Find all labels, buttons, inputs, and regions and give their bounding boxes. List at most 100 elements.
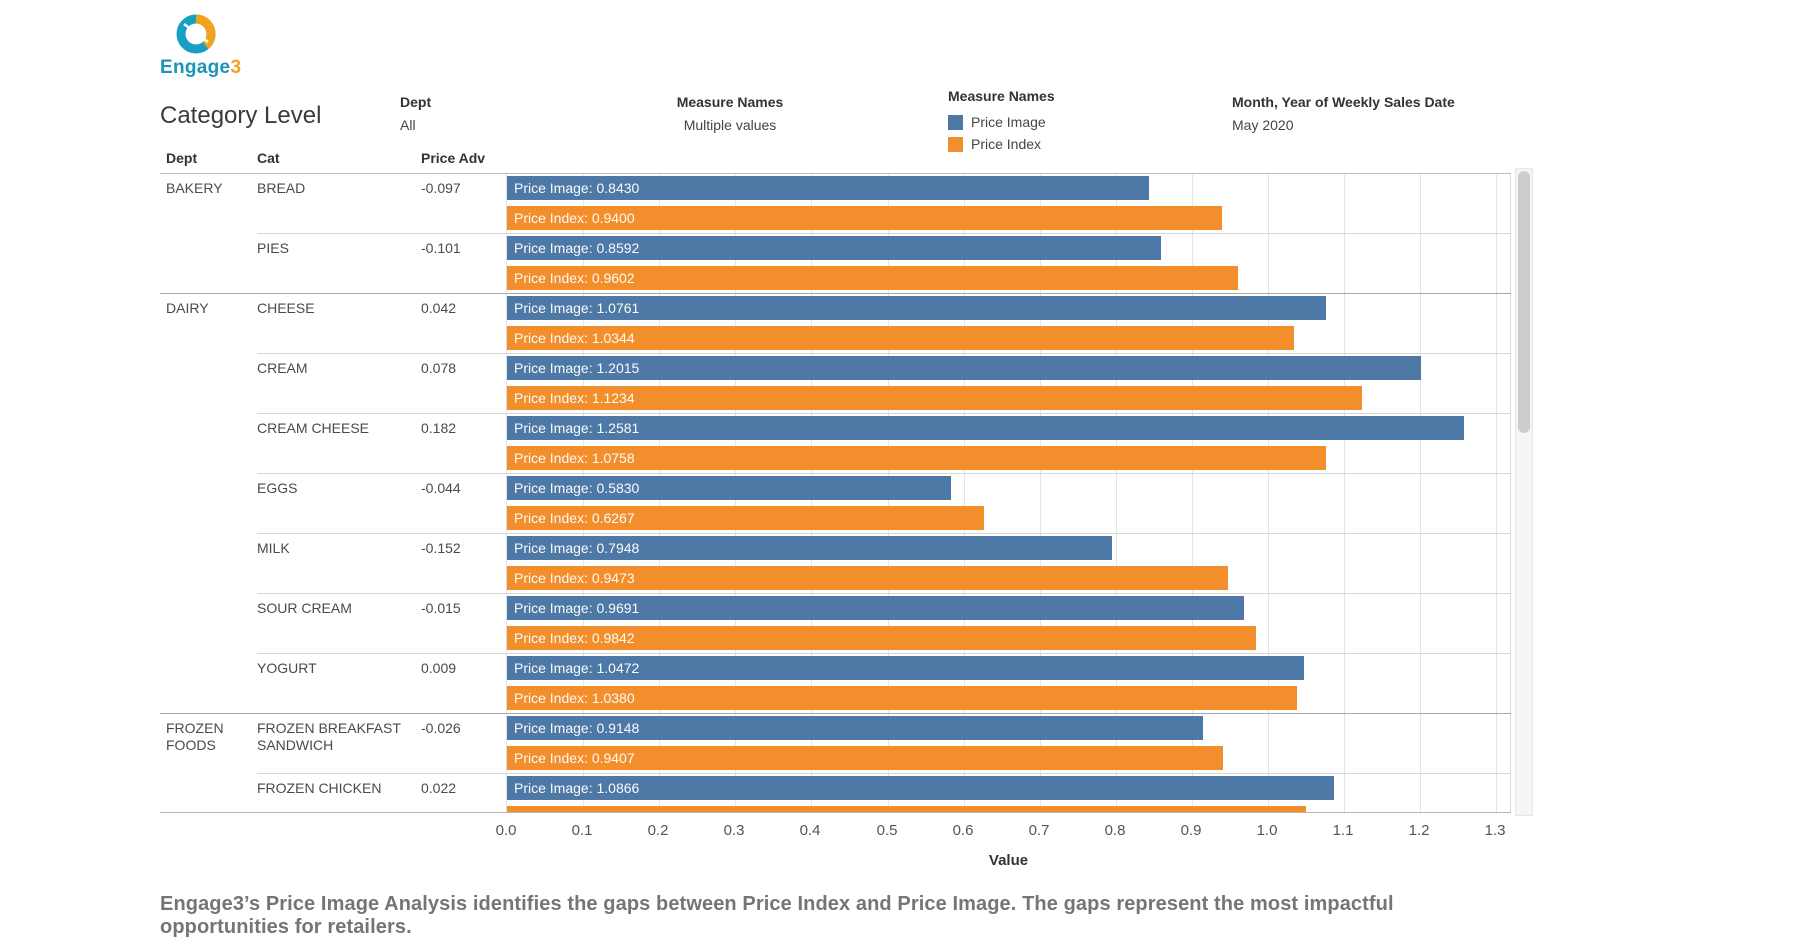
price-image-bar-label: Price Image: 1.0866 xyxy=(514,780,640,796)
dept-label: BAKERY xyxy=(166,180,223,196)
cat-label: CREAM CHEESE xyxy=(257,420,370,436)
bars-cell: Price Image: 0.8430 Price Index: 0.9400 xyxy=(506,173,1511,233)
cat-label: EGGS xyxy=(257,480,298,496)
price-index-bar[interactable]: Price Index: 0.9842 xyxy=(507,626,1256,650)
price-index-bar-label: Price Index: 0.9602 xyxy=(514,270,635,286)
column-header-dept: Dept xyxy=(166,150,198,166)
bars-cell: Price Image: 1.0761 Price Index: 1.0344 xyxy=(506,293,1511,353)
price-index-bar[interactable]: Price Index: 1.0344 xyxy=(507,326,1294,350)
page-title: Category Level xyxy=(160,102,322,129)
price-adv-value: 0.009 xyxy=(421,660,457,676)
chart-rows: BAKERY BREAD -0.097 Price Image: 0.8430 Pric… xyxy=(160,173,1511,812)
dept-label: DAIRY xyxy=(166,300,209,316)
legend-item-price-image[interactable]: Price Image xyxy=(948,111,1055,133)
x-tick-label: 1.0 xyxy=(1256,822,1278,839)
x-axis: 0.0 0.1 0.2 0.3 0.4 0.5 0.6 0.7 0.8 0.9 1.0 1.1 1.2 1… xyxy=(496,822,1511,842)
chart-row: MILK -0.152 Price Image: 0.7948 Price Index… xyxy=(160,533,1511,593)
chart-row: EGGS -0.044 Price Image: 0.5830 Price Index… xyxy=(160,473,1511,533)
price-image-bar-label: Price Image: 0.5830 xyxy=(514,480,640,496)
price-index-bar[interactable]: Price Index: 1.0380 xyxy=(507,686,1297,710)
price-image-bar[interactable]: Price Image: 0.9148 xyxy=(507,716,1203,740)
bars-cell: Price Image: 0.7948 Price Index: 0.9473 xyxy=(506,533,1511,593)
bars-cell: Price Image: 1.0472 Price Index: 1.0380 xyxy=(506,653,1511,713)
filter-dept: Dept All xyxy=(400,94,431,133)
price-index-bar-label: Price Index: 0.9473 xyxy=(514,570,635,586)
x-tick-label: 0.4 xyxy=(799,822,821,839)
chart-row: CREAM CHEESE 0.182 Price Image: 1.2581 Pric… xyxy=(160,413,1511,473)
price-index-bar[interactable]: Price Index: 0.9473 xyxy=(507,566,1228,590)
measure-names-legend: Measure Names Price Image Price Index xyxy=(948,88,1055,155)
x-tick-label: 0.5 xyxy=(876,822,898,839)
filter-measure-names-value[interactable]: Multiple values xyxy=(683,117,777,133)
price-image-bar[interactable]: Price Image: 0.8592 xyxy=(507,236,1161,260)
price-adv-value: -0.097 xyxy=(421,180,461,196)
vertical-scrollbar[interactable] xyxy=(1515,168,1533,816)
chart-row: YOGURT 0.009 Price Image: 1.0472 Price Inde… xyxy=(160,653,1511,713)
x-tick-label: 0.7 xyxy=(1028,822,1050,839)
bars-cell: Price Image: 1.2015 Price Index: 1.1234 xyxy=(506,353,1511,413)
price-index-bar[interactable] xyxy=(507,806,1306,812)
price-index-bar[interactable]: Price Index: 0.9602 xyxy=(507,266,1238,290)
filter-dept-value[interactable]: All xyxy=(400,117,416,133)
scrollbar-thumb[interactable] xyxy=(1518,171,1530,433)
price-index-bar[interactable]: Price Index: 1.1234 xyxy=(507,386,1362,410)
price-index-bar[interactable]: Price Index: 0.9400 xyxy=(507,206,1222,230)
price-image-bar-label: Price Image: 0.8430 xyxy=(514,180,640,196)
legend-item-price-index[interactable]: Price Index xyxy=(948,133,1055,155)
price-image-bar-label: Price Image: 1.0761 xyxy=(514,300,640,316)
price-image-bar[interactable]: Price Image: 0.5830 xyxy=(507,476,951,500)
cat-label: SOUR CREAM xyxy=(257,600,352,616)
price-index-bar-label: Price Index: 1.0758 xyxy=(514,450,635,466)
x-tick-label: 1.3 xyxy=(1484,822,1506,839)
price-index-bar[interactable]: Price Index: 0.6267 xyxy=(507,506,984,530)
x-tick-label: 0.3 xyxy=(723,822,745,839)
legend-label: Price Index xyxy=(971,136,1042,152)
chart-row: FROZEN CHICKEN 0.022 Price Image: 1.0866 xyxy=(160,773,1511,812)
bars-cell: Price Image: 0.5830 Price Index: 0.6267 xyxy=(506,473,1511,533)
price-index-swatch-icon xyxy=(948,136,963,152)
price-image-bar[interactable]: Price Image: 1.0472 xyxy=(507,656,1304,680)
bars-cell: Price Image: 1.2581 Price Index: 1.0758 xyxy=(506,413,1511,473)
price-index-bar-label: Price Index: 0.9842 xyxy=(514,630,635,646)
price-index-bar-label: Price Index: 0.6267 xyxy=(514,510,635,526)
x-tick-label: 1.1 xyxy=(1332,822,1354,839)
price-index-bar-label: Price Index: 1.0380 xyxy=(514,690,635,706)
cat-label: CHEESE xyxy=(257,300,315,316)
dept-label: FROZEN FOODS xyxy=(166,720,224,753)
engage3-logo-icon xyxy=(176,14,216,54)
x-tick-label: 0.2 xyxy=(647,822,669,839)
filter-date-value[interactable]: May 2020 xyxy=(1232,117,1294,133)
price-image-bar[interactable]: Price Image: 1.2015 xyxy=(507,356,1421,380)
price-adv-value: -0.152 xyxy=(421,540,461,556)
cat-label: MILK xyxy=(257,540,290,556)
bars-cell: Price Image: 0.9691 Price Index: 0.9842 xyxy=(506,593,1511,653)
price-image-bar[interactable]: Price Image: 0.9691 xyxy=(507,596,1244,620)
gridline xyxy=(1268,173,1269,812)
column-header-price-adv: Price Adv xyxy=(421,150,486,166)
price-image-swatch-icon xyxy=(948,114,963,130)
price-image-bar-label: Price Image: 0.7948 xyxy=(514,540,640,556)
price-index-bar-label: Price Index: 1.1234 xyxy=(514,390,635,406)
price-index-bar[interactable]: Price Index: 0.9407 xyxy=(507,746,1223,770)
price-image-bar-label: Price Image: 1.0472 xyxy=(514,660,640,676)
x-tick-label: 0.8 xyxy=(1104,822,1126,839)
price-image-bar[interactable]: Price Image: 1.2581 xyxy=(507,416,1464,440)
filter-measure-names-label: Measure Names xyxy=(676,94,784,110)
price-index-bar[interactable]: Price Index: 1.0758 xyxy=(507,446,1326,470)
chart-row: SOUR CREAM -0.015 Price Image: 0.9691 Price… xyxy=(160,593,1511,653)
gridline xyxy=(1496,173,1497,812)
price-image-bar[interactable]: Price Image: 0.8430 xyxy=(507,176,1149,200)
chart-row: CREAM 0.078 Price Image: 1.2015 Price Index… xyxy=(160,353,1511,413)
price-image-bar[interactable]: Price Image: 1.0761 xyxy=(507,296,1326,320)
footer-caption: Engage3’s Price Image Analysis identifie… xyxy=(160,893,1394,938)
cat-label: CREAM xyxy=(257,360,308,376)
price-image-bar[interactable]: Price Image: 0.7948 xyxy=(507,536,1112,560)
price-image-bar[interactable]: Price Image: 1.0866 xyxy=(507,776,1334,800)
price-index-bar-label: Price Index: 0.9407 xyxy=(514,750,635,766)
header-divider xyxy=(160,173,1511,174)
chart-row: PIES -0.101 Price Image: 0.8592 Price Index… xyxy=(160,233,1511,293)
price-adv-value: -0.101 xyxy=(421,240,461,256)
cat-label: BREAD xyxy=(257,180,306,196)
price-image-bar-label: Price Image: 1.2015 xyxy=(514,360,640,376)
chart-row: BAKERY BREAD -0.097 Price Image: 0.8430 Pric… xyxy=(160,173,1511,233)
